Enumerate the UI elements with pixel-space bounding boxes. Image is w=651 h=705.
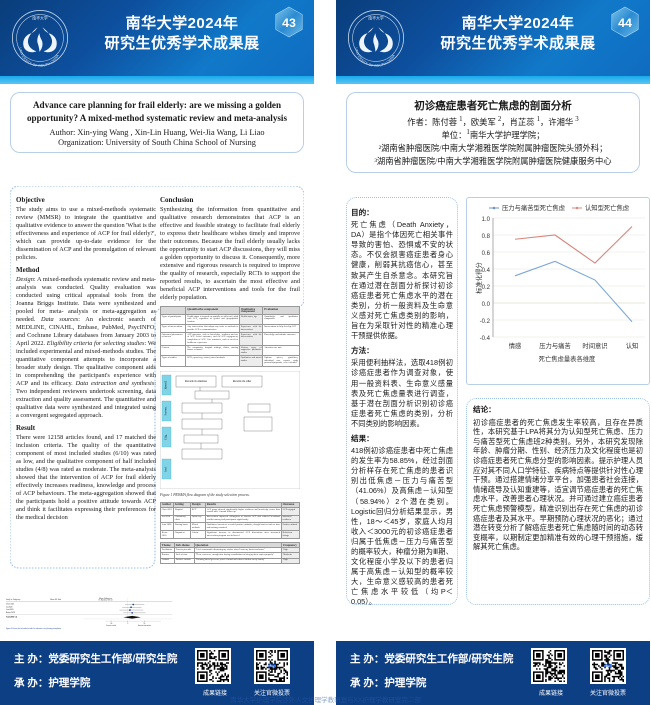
svg-text:Figure 2 Forest plot of pool: Figure 2 Forest plot of pooled results f…: [6, 627, 62, 630]
svg-text:护理: 护理: [604, 664, 612, 669]
svg-text:Lum 2020: Lum 2020: [6, 609, 13, 611]
svg-text:护理: 护理: [268, 664, 276, 669]
svg-text:标准化得分: 标准化得分: [474, 262, 483, 294]
svg-text:Elig.: Elig.: [164, 434, 168, 440]
svg-text:Chen 2021: Chen 2021: [6, 604, 14, 606]
svg-text:-0.2: -0.2: [480, 319, 491, 325]
svg-text:Study or Subgroup: Study or Subgroup: [6, 598, 20, 601]
svg-text:南华大学: 南华大学: [368, 15, 384, 20]
svg-text:0: 0: [127, 623, 128, 625]
svg-text:Incl.: Incl.: [164, 466, 168, 472]
svg-text:50: 50: [144, 623, 146, 625]
svg-text:时间意识: 时间意识: [582, 341, 607, 350]
svg-text:情感: 情感: [509, 341, 522, 350]
svg-text:0.4: 0.4: [482, 268, 491, 274]
svg-text:44: 44: [618, 16, 632, 30]
svg-text:Identif.: Identif.: [164, 380, 168, 389]
svg-text:-50: -50: [110, 623, 112, 625]
svg-text:-0.4: -0.4: [480, 336, 491, 342]
svg-text:认知型死亡焦虑: 认知型死亡焦虑: [585, 203, 630, 212]
svg-text:UNIVERSITY OF SOUTH CHINA: UNIVERSITY OF SOUTH CHINA: [18, 47, 60, 68]
svg-text:0.6: 0.6: [482, 251, 491, 257]
svg-text:0.2: 0.2: [482, 285, 491, 291]
svg-text:Rietze 2018: Rietze 2018: [6, 611, 15, 614]
svg-text:死亡焦虑量表各维度: 死亡焦虑量表各维度: [539, 354, 596, 363]
svg-text:Screen.: Screen.: [164, 406, 168, 415]
svg-text:认知: 认知: [626, 341, 639, 350]
svg-text:压力与痛苦型死亡焦虑: 压力与痛苦型死亡焦虑: [502, 203, 566, 212]
svg-text:UNIVERSITY OF SOUTH CHINA: UNIVERSITY OF SOUTH CHINA: [354, 47, 396, 68]
svg-text:Records via other: Records via other: [233, 380, 251, 383]
svg-text:南华大学: 南华大学: [32, 15, 48, 20]
svg-text:Records via database: Records via database: [185, 380, 208, 383]
svg-text:Lai 2020: Lai 2020: [6, 606, 12, 608]
svg-text:Mean SD Total: Mean SD Total: [50, 598, 61, 601]
svg-text:Mean Difference: Mean Difference: [99, 598, 112, 600]
svg-text:Total (95% CI): Total (95% CI): [6, 615, 17, 618]
svg-text:0.8: 0.8: [482, 234, 491, 240]
svg-text:1.0: 1.0: [482, 217, 491, 223]
svg-text:压力与痛苦: 压力与痛苦: [539, 341, 570, 350]
svg-text:0.0: 0.0: [482, 302, 491, 308]
svg-text:43: 43: [282, 16, 296, 30]
